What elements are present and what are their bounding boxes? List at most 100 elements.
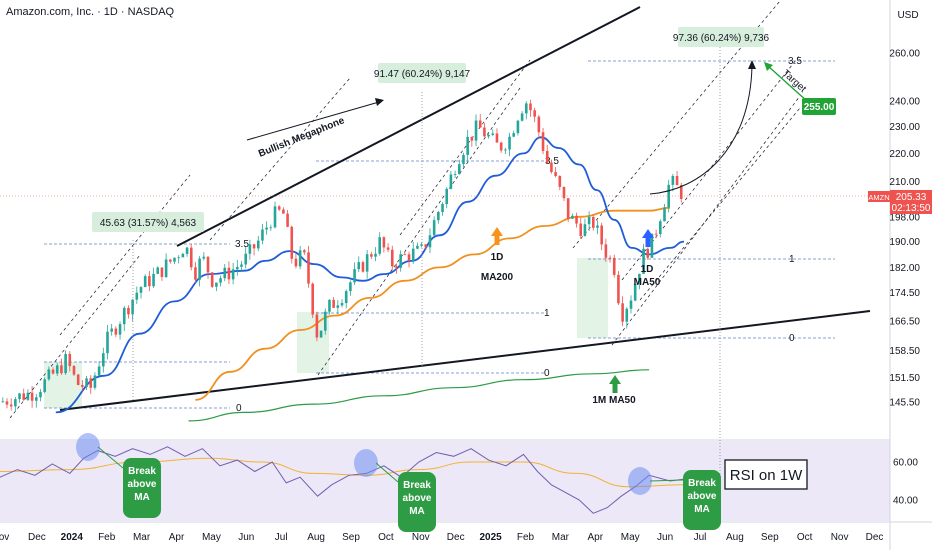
candle-body [432, 220, 436, 236]
price-tick-label: 210.00 [889, 177, 920, 188]
time-tick-label: Apr [169, 532, 185, 543]
candle-body [600, 225, 603, 245]
candle-body [282, 209, 285, 214]
candle-body [332, 299, 335, 308]
candlestick-series [1, 99, 683, 413]
candle-body [55, 365, 59, 374]
candle-body [537, 116, 541, 133]
candle-body [453, 174, 457, 175]
chart-title: Amazon.com, Inc. · 1D · NASDAQ [6, 6, 175, 18]
ma200-label-line1: 1D [491, 252, 504, 263]
price-tick-label: 151.50 [889, 373, 920, 384]
candle-body [516, 120, 520, 134]
candle-body [562, 186, 566, 199]
price-tick-label: 145.50 [889, 398, 920, 409]
break-connector [375, 462, 399, 483]
time-tick-label: Nov [412, 532, 430, 543]
candle-body [76, 374, 80, 385]
candle-body [407, 254, 411, 261]
channel-line [399, 59, 531, 236]
candle-body [118, 324, 122, 335]
candle-body [399, 254, 402, 268]
break-label: Break [688, 478, 716, 489]
candle-body [122, 307, 126, 325]
price-tick-label: 198.00 [889, 212, 920, 223]
candle-body [303, 250, 306, 253]
candle-body [139, 287, 143, 293]
candle-body [72, 366, 76, 375]
candle-body [370, 254, 373, 257]
price-tick-label: 190.00 [889, 237, 920, 248]
megaphone-label-arrow [246, 101, 380, 141]
currency-label[interactable]: USD [897, 10, 918, 21]
rsi-title-box [724, 459, 808, 490]
candle-body [152, 273, 155, 287]
candle-body [294, 258, 298, 267]
candle-body [189, 247, 193, 268]
break-label: above [688, 491, 717, 502]
candle-body [487, 134, 490, 137]
candle-body [545, 150, 549, 163]
candle-body [160, 267, 164, 278]
break-circle [628, 467, 652, 495]
ma50-label-line2: MA50 [634, 277, 661, 288]
break-label: above [128, 479, 157, 490]
fib-level-label: 0 [236, 403, 242, 414]
candle-body [571, 215, 574, 219]
candle-body [353, 269, 356, 283]
ma1m-marker: 1M MA50 [592, 375, 636, 406]
candle-body [575, 215, 578, 224]
candle-body [336, 305, 340, 308]
price-tick-label: 220.00 [889, 149, 920, 160]
candle-body [26, 392, 30, 400]
rsi-title: RSI on 1W [730, 467, 803, 484]
candle-body [403, 254, 407, 256]
break-label: above [403, 493, 432, 504]
candle-body [441, 204, 444, 213]
price-tag-value: 205.33 [896, 192, 927, 203]
time-tick-label: Mar [552, 532, 570, 543]
candle-body [558, 175, 562, 187]
candle-body [265, 227, 268, 230]
time-tick-label: Feb [517, 532, 535, 543]
candle-body [14, 399, 17, 407]
candle-body [654, 233, 658, 235]
candle-body [428, 235, 432, 248]
candle-body [319, 330, 323, 338]
candle-body [244, 253, 247, 265]
break-connector [97, 446, 124, 469]
candle-body [533, 110, 536, 117]
candle-body [177, 257, 180, 259]
price-tick-label: 158.50 [889, 346, 920, 357]
fib-zone [297, 312, 329, 373]
time-tick-label: May [202, 532, 221, 543]
fib-level-label: 1 [789, 254, 795, 265]
candle-body [395, 266, 398, 268]
time-tick-label: Oct [797, 532, 813, 543]
projection-arrow [649, 65, 753, 195]
time-tick-label: Oct [378, 532, 394, 543]
candle-body [633, 283, 637, 301]
target-badge [802, 98, 836, 115]
price-tag-countdown: 02:13:50 [892, 203, 931, 214]
candle-body [650, 233, 654, 258]
candle-body [114, 328, 118, 335]
candle-body [256, 240, 260, 249]
rise-label-3: 97.36 (60.24%) 9,736 [673, 33, 770, 44]
break-label: MA [409, 506, 425, 517]
candle-body [608, 257, 612, 259]
candle-body [252, 244, 256, 249]
time-tick-label: Apr [588, 532, 604, 543]
candle-body [491, 133, 495, 135]
candle-body [508, 136, 511, 150]
candle-body [18, 393, 21, 400]
candle-body [566, 198, 570, 219]
candle-body [529, 103, 532, 111]
candle-body [273, 206, 277, 228]
candle-body [30, 392, 34, 401]
candle-body [106, 331, 109, 354]
rsi-line [0, 446, 685, 514]
ma200-marker: 1D MA200 [481, 227, 514, 283]
rise-measure-2: 91.47 (60.24%) 9,147 [374, 63, 471, 368]
